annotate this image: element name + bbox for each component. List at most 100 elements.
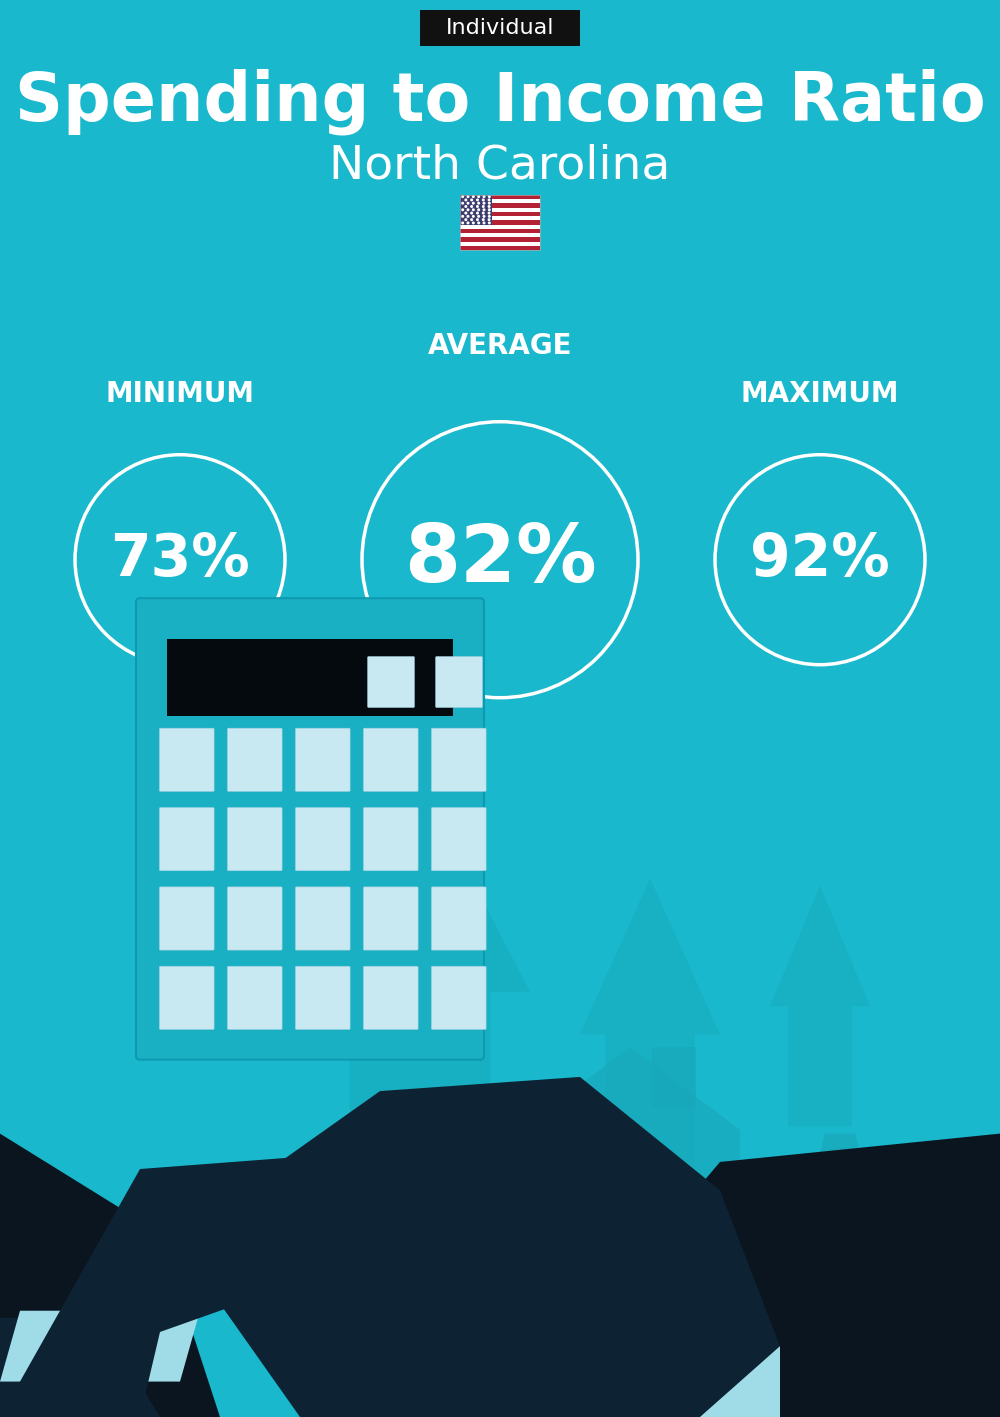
Circle shape [464, 211, 467, 214]
Circle shape [476, 211, 479, 214]
Circle shape [470, 205, 473, 208]
Circle shape [461, 208, 464, 211]
Circle shape [470, 198, 473, 201]
Polygon shape [0, 1311, 200, 1382]
Text: 82%: 82% [404, 520, 596, 599]
Circle shape [461, 221, 464, 224]
Circle shape [488, 211, 491, 214]
Text: MAXIMUM: MAXIMUM [741, 380, 899, 408]
Polygon shape [520, 1129, 740, 1234]
FancyBboxPatch shape [460, 228, 540, 232]
FancyBboxPatch shape [460, 221, 540, 224]
FancyBboxPatch shape [436, 656, 482, 707]
Polygon shape [500, 1332, 780, 1417]
FancyBboxPatch shape [159, 728, 214, 792]
Ellipse shape [775, 1148, 905, 1346]
Polygon shape [820, 1134, 860, 1152]
Polygon shape [602, 1173, 658, 1234]
FancyBboxPatch shape [431, 966, 486, 1030]
Circle shape [461, 215, 464, 218]
Circle shape [466, 221, 470, 224]
FancyBboxPatch shape [368, 656, 414, 707]
Circle shape [488, 198, 491, 201]
Text: Spending to Income Ratio: Spending to Income Ratio [15, 69, 985, 135]
FancyBboxPatch shape [431, 887, 486, 951]
Circle shape [472, 215, 475, 218]
Text: 73%: 73% [110, 531, 250, 588]
Circle shape [476, 198, 479, 201]
Circle shape [488, 201, 491, 204]
Circle shape [482, 218, 485, 221]
Polygon shape [550, 1134, 1000, 1417]
FancyBboxPatch shape [460, 204, 540, 208]
Ellipse shape [680, 1183, 780, 1339]
FancyBboxPatch shape [159, 808, 214, 871]
Polygon shape [520, 1047, 740, 1129]
Circle shape [488, 221, 491, 224]
FancyBboxPatch shape [295, 966, 350, 1030]
FancyBboxPatch shape [460, 237, 540, 241]
Circle shape [472, 208, 475, 211]
FancyBboxPatch shape [295, 728, 350, 792]
Circle shape [461, 201, 464, 204]
Circle shape [470, 211, 473, 214]
Circle shape [488, 215, 491, 218]
FancyBboxPatch shape [460, 196, 492, 224]
Text: 92%: 92% [750, 531, 890, 588]
Circle shape [482, 221, 486, 224]
Circle shape [488, 208, 491, 211]
FancyBboxPatch shape [460, 224, 540, 228]
Circle shape [476, 205, 479, 208]
FancyBboxPatch shape [227, 966, 282, 1030]
FancyBboxPatch shape [136, 598, 484, 1060]
Circle shape [477, 215, 480, 218]
Circle shape [477, 208, 480, 211]
Circle shape [482, 211, 485, 214]
FancyBboxPatch shape [159, 966, 214, 1030]
Polygon shape [0, 1148, 500, 1417]
Circle shape [482, 205, 485, 208]
FancyBboxPatch shape [420, 10, 580, 47]
Circle shape [488, 218, 491, 221]
Polygon shape [770, 886, 870, 1127]
FancyBboxPatch shape [640, 1308, 755, 1325]
Circle shape [477, 196, 480, 198]
Circle shape [482, 208, 486, 211]
Circle shape [472, 221, 475, 224]
FancyBboxPatch shape [460, 208, 540, 213]
FancyBboxPatch shape [460, 200, 540, 204]
Circle shape [466, 201, 470, 204]
Text: MINIMUM: MINIMUM [106, 380, 254, 408]
Text: $: $ [824, 1234, 856, 1280]
Polygon shape [310, 779, 530, 1204]
Circle shape [466, 215, 470, 218]
Polygon shape [580, 879, 720, 1190]
FancyBboxPatch shape [363, 728, 418, 792]
Circle shape [476, 218, 479, 221]
FancyBboxPatch shape [460, 217, 540, 221]
FancyBboxPatch shape [460, 196, 540, 200]
Polygon shape [220, 1077, 780, 1417]
Circle shape [477, 221, 480, 224]
Polygon shape [0, 1318, 160, 1417]
FancyBboxPatch shape [640, 1280, 755, 1297]
FancyBboxPatch shape [640, 1265, 755, 1282]
Circle shape [488, 205, 491, 208]
FancyBboxPatch shape [460, 232, 540, 237]
FancyBboxPatch shape [295, 808, 350, 871]
Circle shape [464, 198, 467, 201]
Circle shape [482, 215, 486, 218]
Text: North Carolina: North Carolina [329, 143, 671, 188]
FancyBboxPatch shape [431, 808, 486, 871]
FancyBboxPatch shape [295, 887, 350, 951]
FancyBboxPatch shape [159, 887, 214, 951]
Circle shape [477, 201, 480, 204]
Circle shape [464, 218, 467, 221]
Circle shape [470, 218, 473, 221]
Circle shape [472, 196, 475, 198]
FancyBboxPatch shape [227, 887, 282, 951]
FancyBboxPatch shape [363, 808, 418, 871]
FancyBboxPatch shape [363, 887, 418, 951]
FancyBboxPatch shape [640, 1322, 755, 1339]
FancyBboxPatch shape [460, 245, 540, 249]
